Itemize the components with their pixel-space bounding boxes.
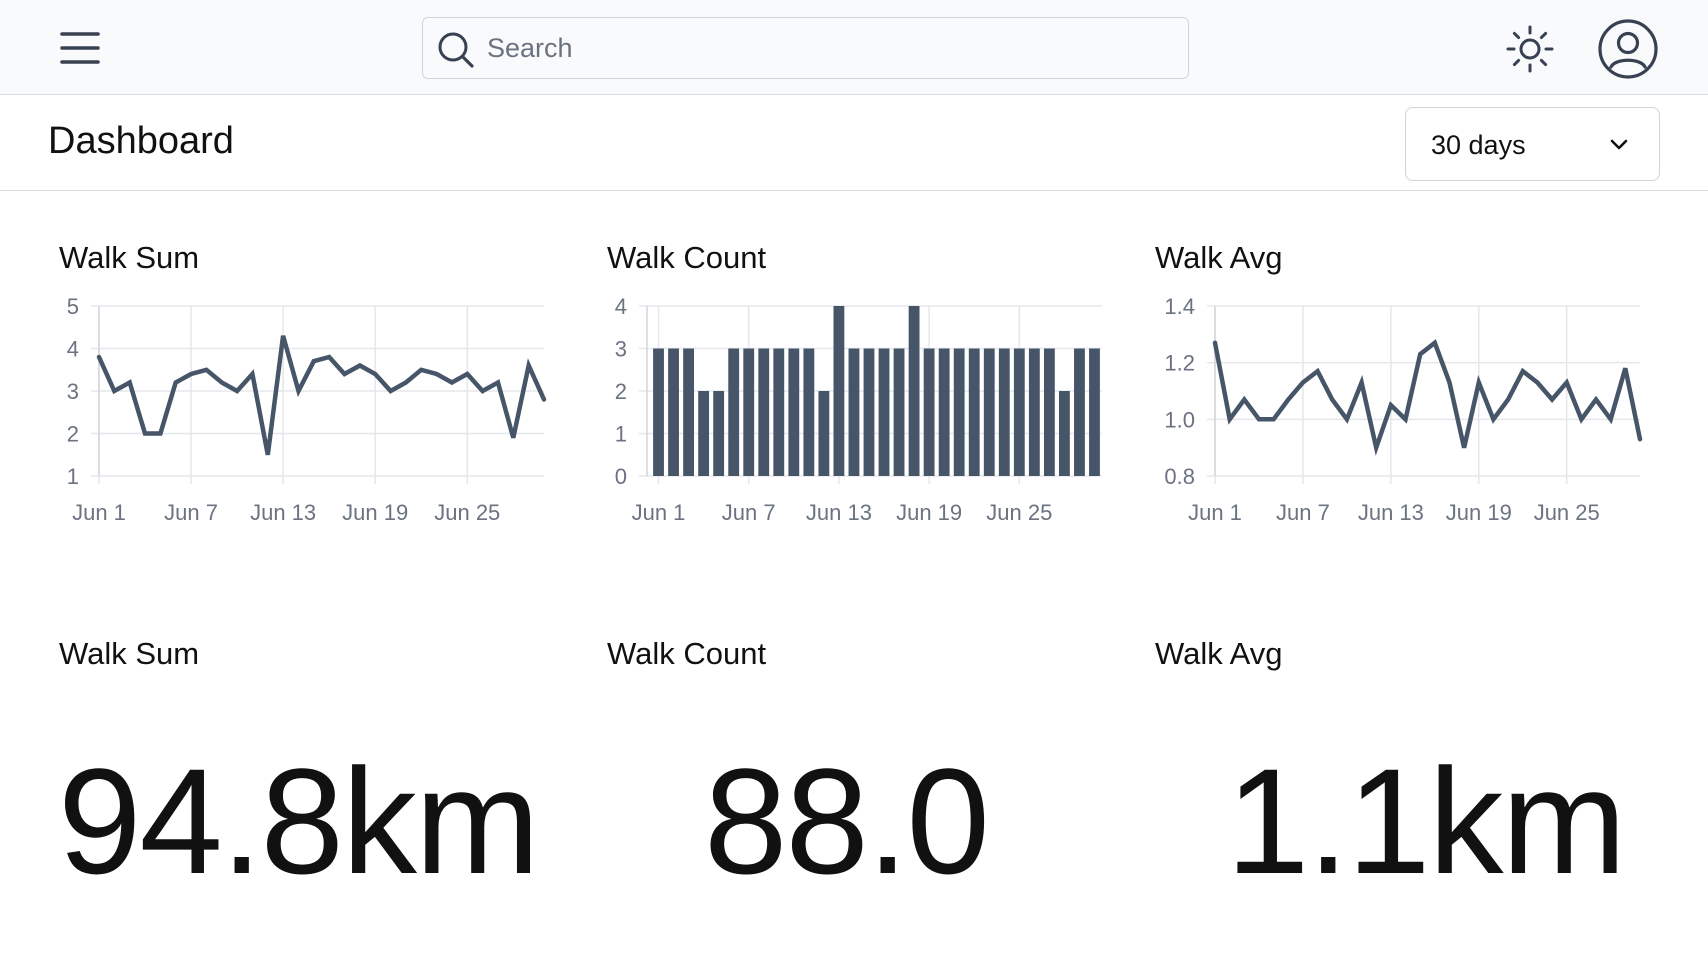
y-tick-label: 0 (615, 464, 627, 489)
x-tick-label: Jun 7 (164, 500, 218, 525)
series-line (96, 335, 547, 456)
bar (788, 348, 800, 476)
y-tick-label: 1.0 (1164, 407, 1195, 432)
bar (758, 348, 770, 476)
bar (893, 348, 905, 476)
bar (938, 348, 950, 476)
bar (683, 348, 694, 476)
user-circle-icon[interactable] (1597, 18, 1659, 80)
bar (668, 348, 679, 476)
bar (1013, 348, 1025, 476)
bar (1089, 348, 1100, 476)
top-navbar (0, 0, 1708, 95)
bar (1059, 391, 1070, 476)
x-tick-label: Jun 13 (250, 500, 316, 525)
bar (833, 306, 845, 476)
search-icon (438, 32, 474, 68)
bar (908, 306, 920, 476)
x-tick-label: Jun 19 (896, 500, 962, 525)
bar (818, 391, 830, 476)
y-tick-label: 1 (615, 422, 627, 447)
bar (728, 348, 740, 476)
walk-count-chart: 0 1 2 3 4 Jun 1 Jun 7 Jun 13 Jun 19 Jun 25 (615, 294, 1102, 525)
hamburger-menu-icon[interactable] (56, 28, 104, 68)
bar (863, 348, 875, 476)
y-tick-label: 2 (67, 422, 79, 447)
bar (653, 348, 664, 476)
dashboard-header: Dashboard 30 days (0, 96, 1708, 191)
chart-title: Walk Count (607, 240, 767, 275)
stat-title: Walk Count (607, 636, 767, 671)
y-tick-label: 1 (67, 464, 79, 489)
chevron-down-icon (1610, 139, 1628, 150)
x-tick-label: Jun 1 (1188, 500, 1242, 525)
bar (953, 348, 965, 476)
bar (713, 391, 725, 476)
x-tick-label: Jun 1 (632, 500, 686, 525)
bar (698, 391, 710, 476)
walk-avg-chart: 0.8 1.0 1.2 1.4 Jun 1 Jun 7 Jun 13 Jun 19 Jun 25 (1164, 294, 1643, 525)
stat-title: Walk Sum (59, 636, 200, 671)
bar (878, 348, 890, 476)
bar (773, 348, 785, 476)
x-tick-label: Jun 7 (1276, 500, 1330, 525)
x-tick-label: Jun 13 (806, 500, 872, 525)
sun-icon[interactable] (1505, 24, 1555, 74)
y-tick-label: 5 (67, 294, 79, 319)
x-tick-label: Jun 25 (986, 500, 1052, 525)
date-range-value: 30 days (1431, 130, 1526, 160)
x-tick-label: Jun 13 (1358, 500, 1424, 525)
y-tick-label: 1.2 (1164, 351, 1195, 376)
walk-sum-chart: 1 2 3 4 5 Jun 1 Jun 7 Jun 13 Jun 19 Jun 25 (67, 294, 547, 525)
stat-title: Walk Avg (1155, 636, 1283, 671)
bar (983, 348, 995, 476)
y-tick-label: 2 (615, 379, 627, 404)
x-tick-label: Jun 19 (342, 500, 408, 525)
date-range-select[interactable]: 30 days (1405, 107, 1660, 181)
chart-title: Walk Sum (59, 240, 200, 275)
bar (1074, 348, 1085, 476)
bar (998, 348, 1010, 476)
bar (848, 348, 860, 476)
walk-avg-value: 1.1km (1226, 737, 1626, 905)
chart-title: Walk Avg (1155, 240, 1283, 275)
x-tick-label: Jun 19 (1446, 500, 1512, 525)
bar (803, 348, 815, 476)
x-tick-label: Jun 25 (1534, 500, 1600, 525)
y-tick-label: 3 (67, 379, 79, 404)
x-tick-label: Jun 25 (434, 500, 500, 525)
bar (743, 348, 755, 476)
walk-count-value: 88.0 (704, 737, 990, 905)
x-tick-label: Jun 1 (72, 500, 126, 525)
series-line (1212, 339, 1643, 456)
bar (968, 348, 980, 476)
walk-sum-value: 94.8km (58, 737, 540, 905)
bar (923, 348, 935, 476)
page-title: Dashboard (48, 120, 234, 162)
bar (1028, 348, 1040, 476)
x-tick-label: Jun 7 (722, 500, 776, 525)
y-tick-label: 4 (67, 337, 79, 362)
y-tick-label: 1.4 (1164, 294, 1195, 319)
y-tick-label: 3 (615, 337, 627, 362)
search-box[interactable] (422, 17, 1189, 79)
search-input[interactable] (487, 18, 1177, 78)
y-tick-label: 0.8 (1164, 464, 1195, 489)
bar (1043, 348, 1055, 476)
y-tick-label: 4 (615, 294, 627, 319)
